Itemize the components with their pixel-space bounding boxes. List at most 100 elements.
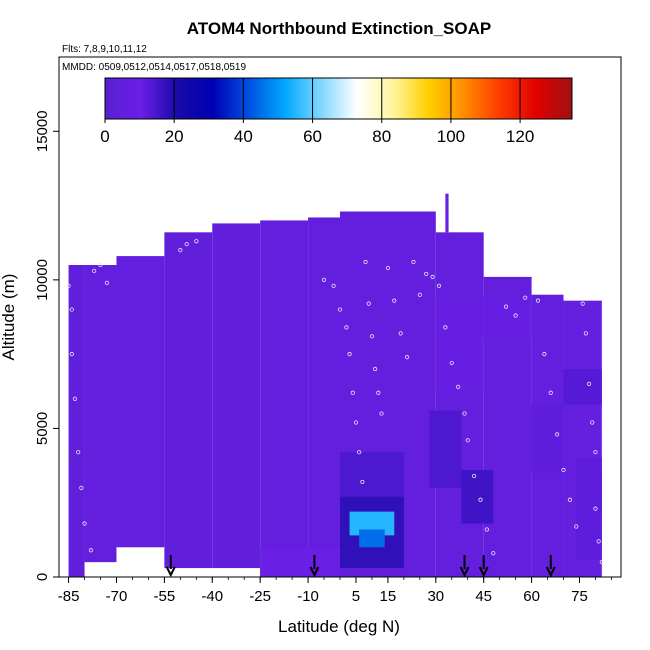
heatmap-cell [212, 223, 261, 569]
flight-point [69, 352, 74, 357]
colorbar-tick-label: 80 [372, 127, 391, 146]
flight-point [82, 521, 87, 526]
flight-point [443, 325, 448, 330]
heatmap-cell [260, 547, 340, 577]
flight-point [424, 271, 429, 277]
dates-caption: MMDD: 0509,0512,0514,0517,0518,0519 [62, 62, 246, 73]
flight-point [376, 390, 381, 395]
flight-point [350, 390, 355, 395]
y-tick-label: 5000 [34, 412, 51, 445]
colorbar-rect [104, 77, 573, 120]
flight-point [331, 283, 336, 288]
x-tick-label: -10 [297, 588, 319, 605]
flight-point [363, 259, 368, 265]
flight-point [353, 420, 359, 425]
flight-point [379, 411, 384, 416]
heatmap-cell [531, 404, 564, 473]
y-tick-label: 10000 [34, 259, 51, 301]
x-tick-label: 75 [571, 588, 588, 605]
x-tick-label: -40 [201, 588, 223, 605]
flight-point [76, 450, 81, 455]
x-axis-label: Latitude (deg N) [278, 617, 400, 636]
y-axis-label: Altitude (m) [0, 274, 18, 361]
flight-point [599, 560, 604, 565]
flight-point [596, 539, 601, 544]
flight-point [98, 262, 103, 268]
flight-point [373, 366, 378, 372]
chart-title: ATOM4 Northbound Extinction_SOAP [187, 19, 491, 38]
heatmap-cell [308, 217, 340, 577]
flight-point [79, 485, 84, 490]
x-axis: -85 -70 -55 -40 -25 -10 5 15 30 45 60 75 [58, 555, 612, 605]
arrow-head [459, 566, 470, 578]
x-tick-label: 30 [427, 588, 444, 605]
flight-point [593, 450, 598, 455]
arrow-head [545, 566, 556, 578]
plot-area [66, 193, 604, 577]
heatmap-cell [435, 232, 484, 577]
flight-point [411, 259, 416, 265]
flight-point [357, 450, 362, 455]
flight-point [513, 313, 518, 318]
colorbar-tick-label: 40 [234, 127, 253, 146]
flight-point [535, 298, 541, 303]
flight-point [344, 325, 349, 330]
flight-point [66, 283, 71, 288]
y-tick-label: 15000 [34, 110, 51, 152]
flight-point [465, 438, 470, 443]
flight-point [72, 396, 78, 401]
flight-point [184, 242, 189, 247]
flight-point [462, 411, 467, 416]
colorbar-tick-label: 60 [303, 127, 322, 146]
flight-point [484, 527, 489, 532]
heatmap-cell [429, 410, 462, 488]
x-tick-label: -85 [58, 588, 80, 605]
heatmap-cell [260, 220, 309, 577]
arrow-head [478, 566, 489, 578]
heatmap-cell [116, 256, 165, 548]
flight-point [491, 551, 496, 556]
flight-point [449, 360, 454, 366]
heatmap-cell [576, 458, 602, 560]
flight-point [586, 381, 592, 386]
colorbar-tick-label: 0 [100, 127, 109, 146]
heatmap-cell [461, 470, 494, 524]
flight-point [456, 384, 461, 389]
x-tick-label: 60 [523, 588, 540, 605]
flight-point [194, 239, 199, 244]
flight-point [574, 524, 579, 529]
flight-point [555, 432, 560, 437]
flight-point [366, 301, 371, 306]
flight-point [590, 420, 595, 425]
flight-point [347, 352, 352, 357]
flight-point [436, 283, 442, 288]
colorbar-tick-label: 20 [165, 127, 184, 146]
x-tick-label: -55 [154, 588, 176, 605]
flight-point [369, 334, 375, 339]
heatmap-cell [483, 297, 532, 340]
flight-point [593, 506, 598, 511]
heatmap-cell [68, 265, 85, 577]
flight-point [398, 331, 403, 336]
flight-point [523, 295, 528, 300]
heatmap-cell [445, 193, 449, 233]
heatmap-cell [563, 369, 602, 405]
x-tick-label: 45 [475, 588, 492, 605]
flight-point [392, 298, 397, 303]
flight-point [561, 467, 566, 473]
x-tick-label: 5 [352, 588, 360, 605]
colorbar: 0 20 40 60 80 100 120 [100, 77, 573, 146]
y-axis: 0 5000 10000 15000 [34, 110, 59, 581]
flight-point [337, 307, 343, 312]
flight-point [542, 352, 547, 357]
x-tick-label: 15 [380, 588, 397, 605]
flights-caption: Flts: 7,8,9,10,11,12 [62, 44, 147, 55]
colorbar-tick-label: 100 [437, 127, 465, 146]
arrow-head [309, 566, 320, 578]
flight-point [88, 548, 94, 553]
flight-point [478, 497, 483, 502]
heatmap-cell [164, 232, 213, 569]
x-tick-label: -70 [106, 588, 128, 605]
flight-point [548, 390, 553, 395]
